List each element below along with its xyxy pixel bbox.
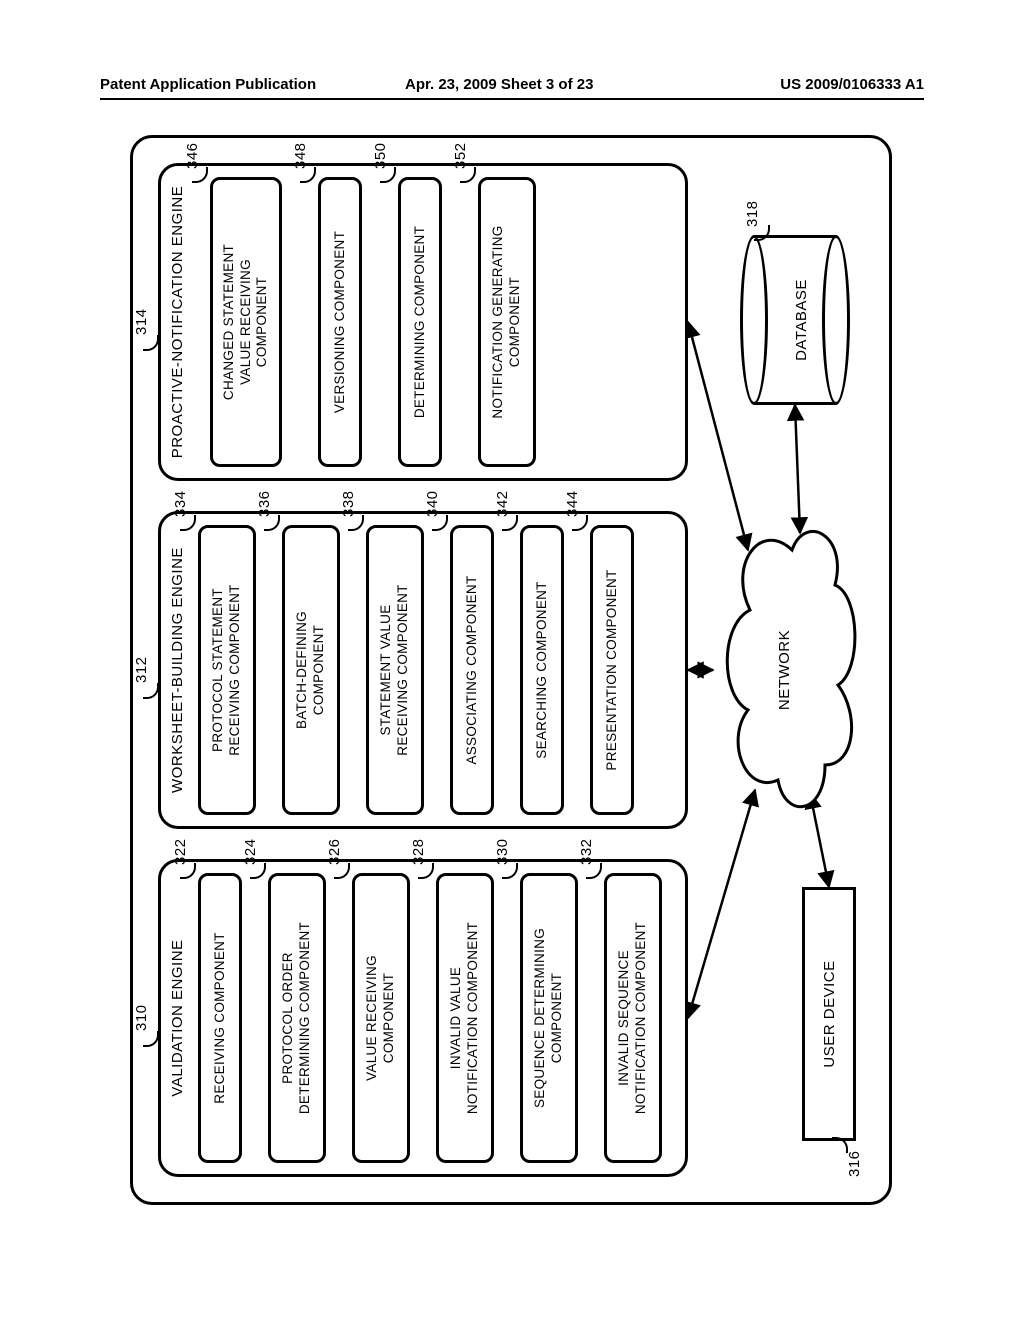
ref-label: 352 [452,142,469,169]
network-label: NETWORK [776,515,793,825]
network-cloud: NETWORK [710,515,860,825]
ref-label: 350 [372,142,389,169]
component-box: INVALID VALUE NOTIFICATION COMPONENT [436,873,494,1163]
ref-label: 310 [133,1004,150,1031]
user-device-label: USER DEVICE [821,960,838,1067]
engine-title: PROACTIVE-NOTIFICATION ENGINE [169,166,186,478]
ref-label: 348 [292,142,309,169]
component-box: CHANGED STATEMENT VALUE RECEIVING COMPON… [210,177,282,467]
component-box: PRESENTATION COMPONENT [590,525,634,815]
database-label: DATABASE [793,235,810,405]
header-rule [100,98,924,100]
component-box: INVALID SEQUENCE NOTIFICATION COMPONENT [604,873,662,1163]
header-mid: Apr. 23, 2009 Sheet 3 of 23 [405,76,593,93]
ref-label: 314 [133,308,150,335]
engine-title: WORKSHEET-BUILDING ENGINE [169,514,186,826]
ref-label: 346 [184,142,201,169]
component-box: SEARCHING COMPONENT [520,525,564,815]
engine-title: VALIDATION ENGINE [169,862,186,1174]
component-box: STATEMENT VALUE RECEIVING COMPONENT [366,525,424,815]
component-box: PROTOCOL ORDER DETERMINING COMPONENT [268,873,326,1163]
ref-label: 342 [494,490,511,517]
ref-label: 318 [744,200,761,227]
ref-label: 326 [326,838,343,865]
component-box: VALUE RECEIVING COMPONENT [352,873,410,1163]
ref-label: 330 [494,838,511,865]
ref-label: 344 [564,490,581,517]
ref-label: 332 [578,838,595,865]
ref-label: 324 [242,838,259,865]
database-cylinder: DATABASE [740,235,850,405]
component-box: SEQUENCE DETERMINING COMPONENT [520,873,578,1163]
component-box: BATCH-DEFINING COMPONENT [282,525,340,815]
component-box: VERSIONING COMPONENT [318,177,362,467]
diagram-frame: NETWORK DATABASE USER DEVICE FIG. 3. VAL… [130,135,892,1205]
ref-label: 338 [340,490,357,517]
ref-label: 336 [256,490,273,517]
ref-label: 340 [424,490,441,517]
component-box: PROTOCOL STATEMENT RECEIVING COMPONENT [198,525,256,815]
ref-label: 316 [846,1150,863,1177]
ref-label: 312 [133,656,150,683]
component-box: RECEIVING COMPONENT [198,873,242,1163]
diagram-canvas: NETWORK DATABASE USER DEVICE FIG. 3. VAL… [130,135,892,1205]
user-device-box: USER DEVICE [802,887,856,1141]
ref-label: 334 [172,490,189,517]
header-right: US 2009/0106333 A1 [780,76,924,93]
ref-label: 322 [172,838,189,865]
ref-label: 328 [410,838,427,865]
component-box: ASSOCIATING COMPONENT [450,525,494,815]
component-box: NOTIFICATION GENERATING COMPONENT [478,177,536,467]
header-left: Patent Application Publication [100,76,316,93]
component-box: DETERMINING COMPONENT [398,177,442,467]
